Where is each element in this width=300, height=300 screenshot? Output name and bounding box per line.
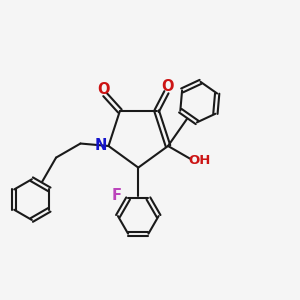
Text: OH: OH <box>189 154 211 167</box>
Text: N: N <box>94 138 107 153</box>
Text: F: F <box>111 188 122 203</box>
Text: O: O <box>161 79 174 94</box>
Text: O: O <box>97 82 110 97</box>
